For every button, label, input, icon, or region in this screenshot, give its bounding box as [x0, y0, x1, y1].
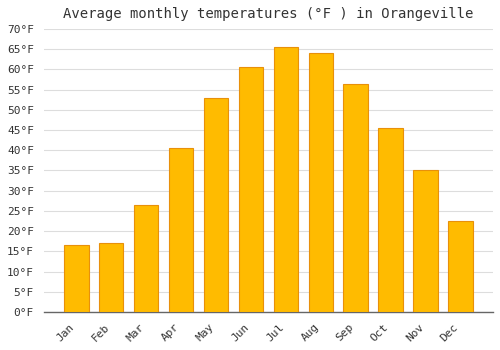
- Bar: [448, 221, 472, 312]
- Title: Average monthly temperatures (°F ) in Orangeville: Average monthly temperatures (°F ) in Or…: [63, 7, 474, 21]
- Bar: [99, 243, 124, 312]
- Bar: [274, 47, 298, 312]
- Bar: [344, 84, 368, 312]
- Bar: [204, 98, 228, 312]
- Bar: [414, 170, 438, 312]
- Bar: [64, 245, 88, 312]
- Bar: [134, 205, 158, 312]
- Bar: [169, 148, 194, 312]
- Bar: [238, 68, 263, 312]
- Bar: [378, 128, 403, 312]
- Bar: [308, 53, 333, 312]
